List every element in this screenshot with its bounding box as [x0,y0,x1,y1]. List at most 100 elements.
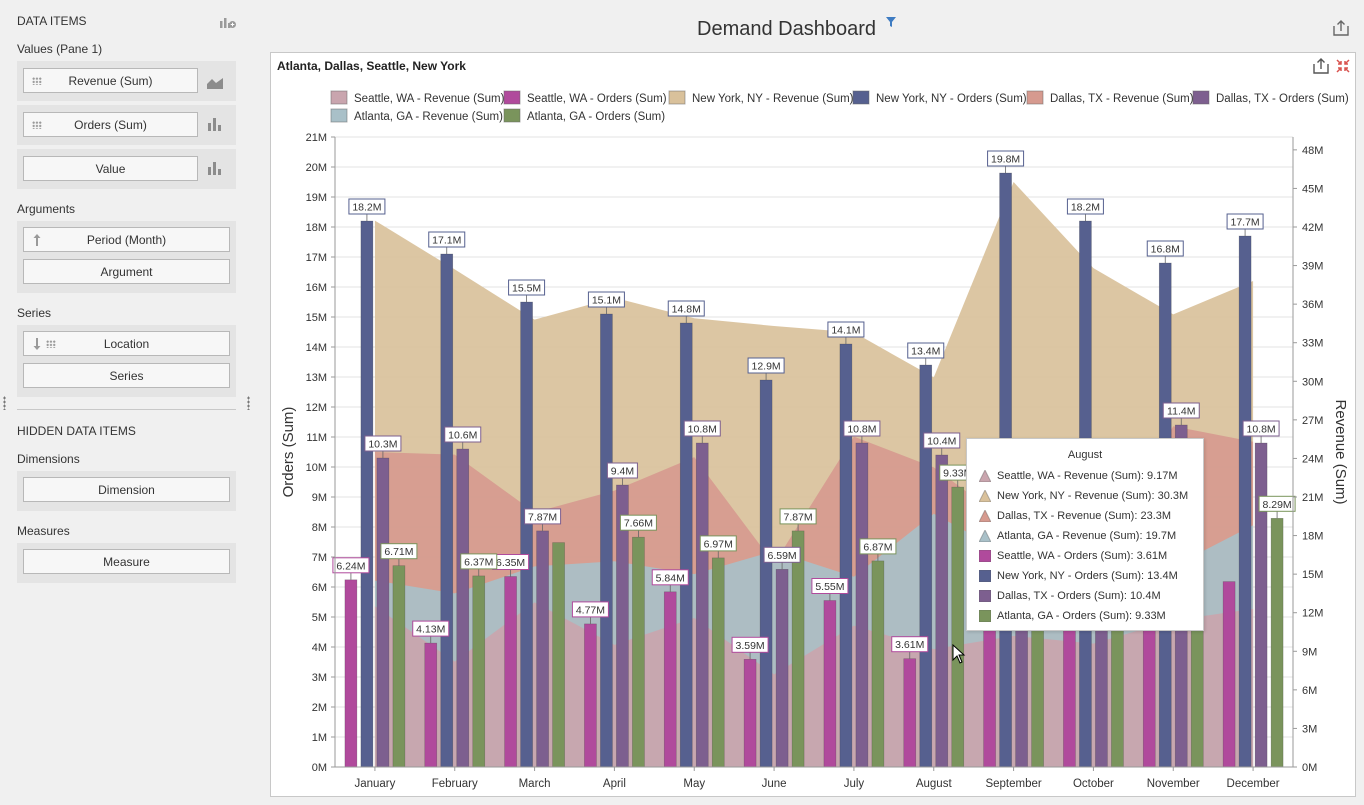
drag-grip-icon[interactable] [32,121,42,129]
measures-group: Measure [17,543,236,583]
triangle-marker-icon [979,490,991,502]
export-icon[interactable] [1333,20,1349,36]
data-label: 3.61M [891,636,929,659]
y-tick-label: 20M [306,162,327,174]
series-section-title: Series [17,306,52,320]
drag-grip-icon[interactable] [46,340,56,348]
data-label-text: 9.4M [611,466,634,478]
splitter-grip-icon[interactable] [3,396,6,410]
data-label: 10.4M [923,432,961,455]
data-label: 4.77M [571,601,609,624]
data-label-text: 7.66M [624,518,653,530]
y2-tick-label: 30M [1302,376,1323,388]
data-label-text: 7.87M [783,511,812,523]
bar-dallas_ord [536,530,549,768]
data-label: 18.2M [348,198,386,221]
collapse-icon[interactable] [1336,59,1350,73]
tooltip-row-text: New York, NY - Revenue (Sum): 30.3M [997,490,1189,502]
legend-swatch [1192,90,1210,105]
bar-atlanta_ord [711,557,725,768]
tooltip-row: Dallas, TX - Revenue (Sum): 23.3M [979,509,1171,523]
x-tick-label: January [354,778,395,790]
measure-placeholder[interactable]: Measure [23,549,230,574]
bar-atlanta_ord [1270,517,1284,768]
y2-tick-label: 45M [1302,183,1323,195]
tooltip-row: Seattle, WA - Revenue (Sum): 9.17M [979,469,1178,483]
x-tick-label: November [1147,778,1200,790]
argument-field-label: Period (Month) [86,232,167,247]
y-tick-label: 19M [306,192,327,204]
legend-swatch [1026,90,1044,105]
card-export-icon[interactable] [1313,58,1329,74]
data-label-box [1162,402,1200,419]
bar-atlanta_ord [552,542,565,768]
data-label-text: 16.8M [1151,244,1180,256]
value-field-orders[interactable]: Orders (Sum) [23,112,198,137]
divider [17,409,236,410]
y-tick-label: 8M [312,522,327,534]
data-label-box [907,342,945,359]
add-data-item-icon[interactable] [220,14,236,28]
legend-item[interactable]: New York, NY - Revenue (Sum) [668,90,854,105]
data-label: 5.55M [811,578,849,601]
data-label: 6.37M [460,553,498,576]
tooltip-row-text: Atlanta, GA - Orders (Sum): 9.33M [997,610,1166,622]
data-label-text: 6.97M [704,538,733,550]
area-chart-icon[interactable] [207,75,223,89]
bar-dallas_ord [376,457,390,768]
mouse-cursor-icon [952,644,966,664]
data-items-panel: DATA ITEMS Values (Pane 1) Revenue (Sum)… [0,0,256,805]
data-label-box [827,321,865,338]
series-placeholder[interactable]: Series [23,363,230,388]
tooltip-row-text: Seattle, WA - Orders (Sum): 3.61M [997,550,1168,562]
bar-chart-icon[interactable] [207,161,223,175]
legend-item[interactable]: Atlanta, GA - Orders (Sum) [503,108,665,123]
data-label-box [332,557,370,574]
bar-seattle_ord [584,623,597,768]
value-placeholder[interactable]: Value [23,156,198,181]
sort-ascending-icon[interactable] [32,234,42,246]
legend-item[interactable]: Seattle, WA - Orders (Sum) [503,90,667,105]
square-marker-icon [979,610,991,622]
dimension-placeholder[interactable]: Dimension [23,477,230,502]
drag-grip-icon[interactable] [32,77,42,85]
data-label-box [1242,420,1280,437]
legend-item[interactable]: New York, NY - Orders (Sum) [852,90,1027,105]
y2-tick-label: 3M [1302,723,1317,735]
data-label-box [1226,213,1264,230]
data-label-text: 6.37M [464,556,493,568]
tooltip-row-text: Dallas, TX - Revenue (Sum): 23.3M [997,510,1172,522]
legend-item[interactable]: Dallas, TX - Revenue (Sum) [1026,90,1194,105]
tooltip-row: New York, NY - Orders (Sum): 13.4M [979,569,1178,583]
series-field-location[interactable]: Location [23,331,230,356]
legend-label: Dallas, TX - Orders (Sum) [1216,93,1349,105]
y-axis-title: Orders (Sum) [280,407,297,498]
data-label-box [683,420,721,437]
bar-chart-icon[interactable] [207,117,223,131]
value-field-revenue[interactable]: Revenue (Sum) [23,68,198,93]
sort-descending-icon[interactable] [32,338,42,350]
data-label-text: 10.8M [847,424,876,436]
legend-item[interactable]: Seattle, WA - Revenue (Sum) [330,90,505,105]
data-label: 6.59M [763,546,801,570]
splitter-grip-icon[interactable] [247,396,250,410]
y2-tick-label: 36M [1302,299,1323,311]
measures-section-title: Measures [17,524,70,538]
argument-field-period[interactable]: Period (Month) [23,227,230,252]
legend-item[interactable]: Atlanta, GA - Revenue (Sum) [330,108,503,123]
bar-seattle_ord [1222,581,1236,768]
legend-item[interactable]: Dallas, TX - Orders (Sum) [1192,90,1349,105]
data-label: 4.13M [412,620,450,644]
y-tick-label: 13M [306,372,327,384]
filter-icon[interactable] [886,17,896,27]
data-label: 17.7M [1226,213,1264,236]
x-tick-label: March [519,778,551,790]
data-label: 9.4M [606,462,638,485]
argument-placeholder[interactable]: Argument [23,259,230,284]
bar-seattle_ord [1063,629,1076,768]
data-label-text: 15.1M [592,295,621,307]
data-label-text: 14.1M [831,325,860,337]
y2-tick-label: 9M [1302,646,1317,658]
x-tick-label: February [432,778,478,790]
